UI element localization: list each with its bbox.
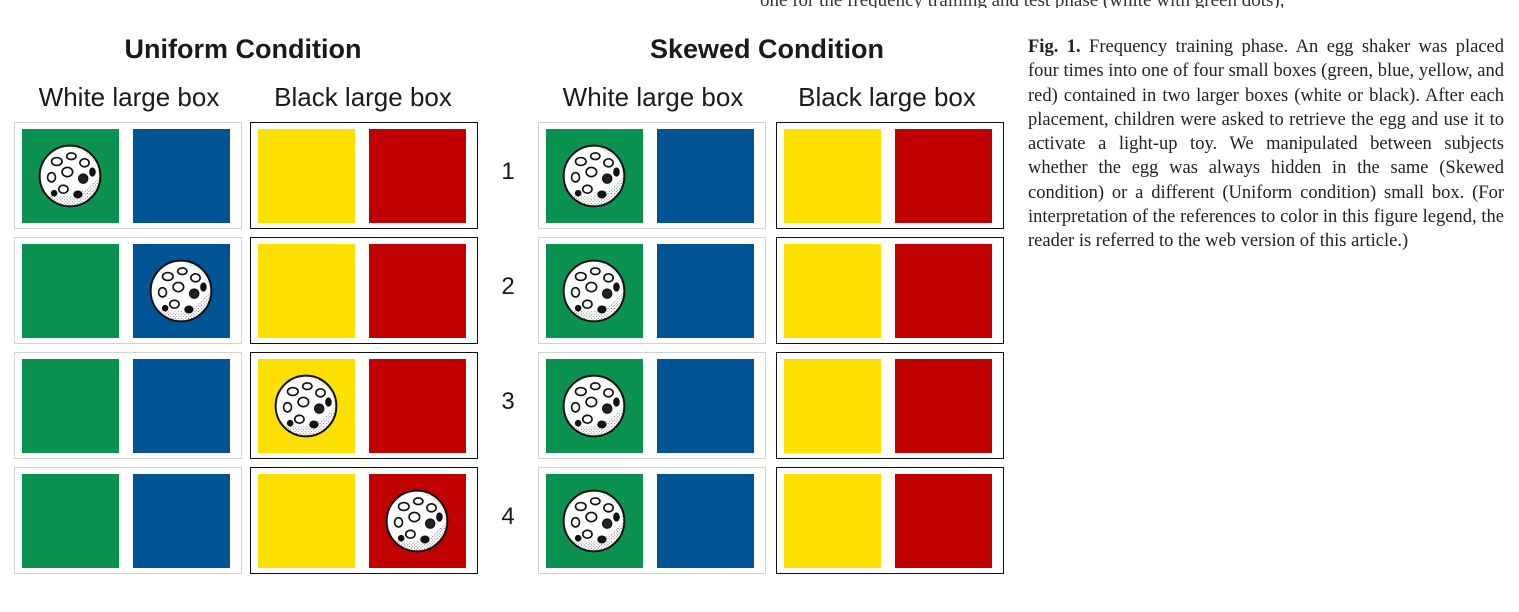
red-small-box <box>895 359 992 453</box>
uniform-black-large-box-trial-4 <box>250 467 478 574</box>
blue-small-box <box>133 474 230 568</box>
yellow-small-box <box>258 129 355 223</box>
red-small-box <box>369 129 466 223</box>
egg-shaker-ball-icon <box>38 144 102 208</box>
green-small-box <box>22 244 119 338</box>
yellow-small-box <box>258 244 355 338</box>
uniform-white-large-box-trial-4 <box>14 467 242 574</box>
egg-shaker-ball-icon <box>562 259 626 323</box>
egg-shaker-ball-icon <box>562 489 626 553</box>
trial-number-2: 2 <box>501 273 515 300</box>
figure-label: Fig. 1. <box>1028 37 1081 57</box>
yellow-small-box <box>258 474 355 568</box>
green-small-box <box>22 474 119 568</box>
blue-small-box <box>657 474 754 568</box>
figure-caption: Fig. 1. Frequency training phase. An egg… <box>1028 35 1504 254</box>
figure-caption-text: Frequency training phase. An egg shaker … <box>1028 37 1504 252</box>
skewed-white-large-box-trial-3 <box>538 352 766 459</box>
uniform-black-box-label: Black large box <box>274 82 452 112</box>
uniform-white-box-label: White large box <box>38 82 220 112</box>
uniform-black-large-box-trial-3 <box>250 352 478 459</box>
blue-small-box <box>133 129 230 223</box>
green-small-box <box>546 474 643 568</box>
red-small-box <box>895 474 992 568</box>
uniform-black-large-box-trial-1 <box>250 122 478 229</box>
egg-shaker-ball-icon <box>562 144 626 208</box>
red-small-box <box>369 359 466 453</box>
skewed-white-box-label: White large box <box>562 82 744 112</box>
skewed-white-large-box-trial-2 <box>538 237 766 344</box>
uniform-condition-title: Uniform Condition <box>124 34 362 64</box>
red-small-box <box>369 474 466 568</box>
egg-shaker-ball-icon <box>149 259 213 323</box>
egg-shaker-ball-icon <box>385 489 449 553</box>
skewed-black-box-label: Black large box <box>798 82 976 112</box>
trial-number-4: 4 <box>501 503 515 530</box>
preceding-text-fragment: one for the frequency training and test … <box>760 0 1519 8</box>
trial-number-3: 3 <box>501 388 515 415</box>
green-small-box <box>546 244 643 338</box>
skewed-white-large-box-trial-4 <box>538 467 766 574</box>
skewed-white-large-box-trial-1 <box>538 122 766 229</box>
trial-number-1: 1 <box>501 158 515 185</box>
blue-small-box <box>657 129 754 223</box>
skewed-condition-title: Skewed Condition <box>649 34 884 64</box>
yellow-small-box <box>784 474 881 568</box>
skewed-black-large-box-trial-3 <box>776 352 1004 459</box>
yellow-small-box <box>784 244 881 338</box>
blue-small-box <box>657 244 754 338</box>
uniform-white-large-box-trial-2 <box>14 237 242 344</box>
skewed-black-large-box-trial-1 <box>776 122 1004 229</box>
skewed-black-large-box-trial-4 <box>776 467 1004 574</box>
egg-shaker-ball-icon <box>562 374 626 438</box>
green-small-box <box>546 359 643 453</box>
uniform-black-large-box-trial-2 <box>250 237 478 344</box>
blue-small-box <box>133 359 230 453</box>
blue-small-box <box>657 359 754 453</box>
uniform-white-large-box-trial-3 <box>14 352 242 459</box>
yellow-small-box <box>784 359 881 453</box>
yellow-small-box <box>258 359 355 453</box>
red-small-box <box>895 244 992 338</box>
blue-small-box <box>133 244 230 338</box>
red-small-box <box>369 244 466 338</box>
egg-shaker-ball-icon <box>274 374 338 438</box>
yellow-small-box <box>784 129 881 223</box>
uniform-white-large-box-trial-1 <box>14 122 242 229</box>
green-small-box <box>546 129 643 223</box>
green-small-box <box>22 359 119 453</box>
skewed-black-large-box-trial-2 <box>776 237 1004 344</box>
red-small-box <box>895 129 992 223</box>
green-small-box <box>22 129 119 223</box>
